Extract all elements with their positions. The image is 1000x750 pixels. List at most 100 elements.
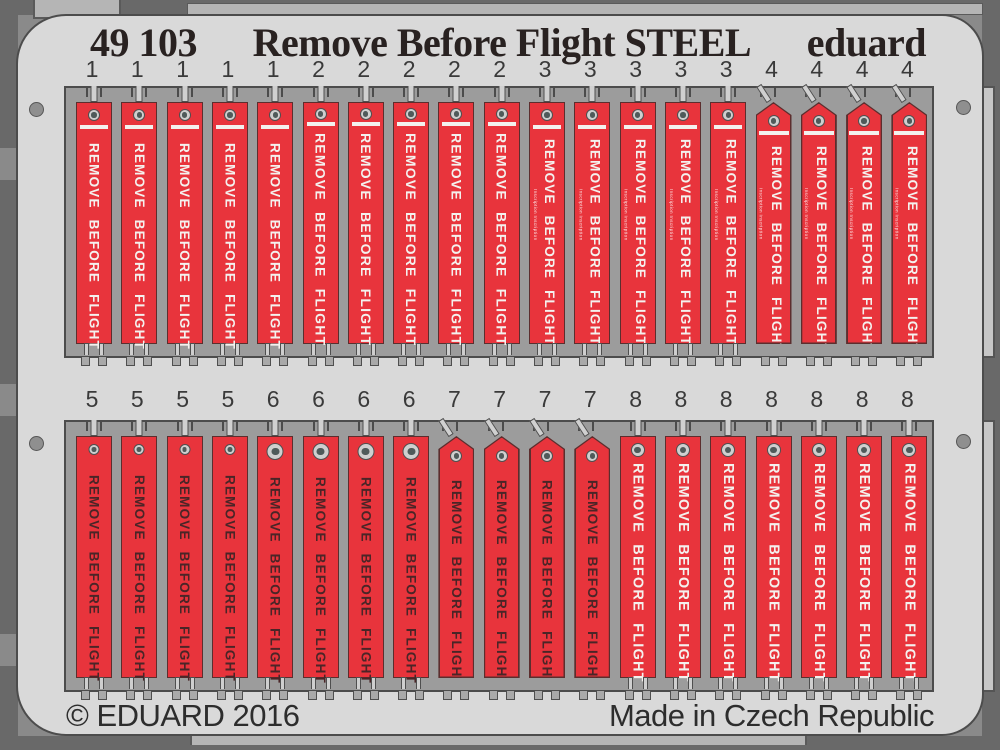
rbf-tag-cell: REMOVE BEFORE FLIGHT [438, 86, 475, 366]
tag-hanger [135, 420, 143, 436]
tag-number: 3 [629, 56, 642, 82]
frame-tooth [579, 691, 589, 700]
attachment-tab [462, 678, 467, 690]
rbf-tag-cell: REMOVE BEFORE FLIGHT [76, 420, 112, 700]
rbf-tag: REMOVE BEFORE FLIGHT [257, 436, 294, 689]
attachment-tab [825, 344, 830, 356]
attachment-tab [853, 344, 858, 356]
attachment-tab [310, 677, 316, 689]
rbf-tag-cell: REMOVE BEFORE FLIGHT [755, 420, 792, 700]
rbf-tag-cell: Inscription Inscription REMOVE BEFORE FLI… [529, 86, 565, 366]
frame-notch [176, 86, 193, 97]
frame-notch [267, 420, 284, 431]
frame-tooth [488, 691, 498, 700]
rbf-tag: REMOVE BEFORE FLIGHT [121, 436, 158, 689]
attachment-tab [733, 343, 739, 355]
tag-stripe [351, 122, 380, 126]
tag-stripe [306, 122, 335, 126]
grommet-icon [357, 443, 375, 460]
frame-notch [312, 86, 329, 97]
rbf-tag: REMOVE BEFORE FLIGHT [257, 102, 294, 355]
tag-text: REMOVE BEFORE FLIGHT [904, 146, 920, 354]
frame-tooth [279, 357, 289, 366]
alignment-hole [956, 434, 971, 449]
frame-notch [765, 420, 782, 431]
rbf-tag: REMOVE BEFORE FLIGHT [393, 436, 430, 689]
frame-tooth [369, 357, 379, 366]
tag-text: REMOVE BEFORE FLIGHT [86, 143, 102, 351]
tag-text: REMOVE BEFORE FLIGHT [267, 477, 283, 685]
rbf-tag-cell: Inscription Inscription REMOVE BEFORE FLI… [800, 83, 837, 366]
frame-tooth [415, 691, 425, 700]
tag-face [530, 437, 564, 677]
rbf-tag: REMOVE BEFORE FLIGHT [800, 436, 837, 689]
micro-text: Inscription Inscription [849, 188, 855, 240]
tag-text: REMOVE BEFORE FLIGHT [448, 133, 465, 347]
frame-tooth [732, 691, 742, 700]
rbf-tag-cell: REMOVE BEFORE FLIGHT [347, 86, 384, 366]
attachment-tab [174, 343, 180, 355]
frame-tooth [913, 357, 923, 366]
tag-number: 2 [493, 56, 507, 82]
header: 49 103 Remove Before Flight STEEL eduard [90, 19, 926, 65]
frame-tooth [913, 691, 923, 700]
rbf-tag-cell: REMOVE BEFORE FLIGHT [211, 86, 248, 366]
tag-text: REMOVE BEFORE FLIGHT [859, 146, 875, 354]
attachment-tab [99, 343, 104, 355]
grommet-icon [88, 444, 100, 455]
tag-hanger [634, 420, 642, 436]
rbf-tag-cell: REMOVE BEFORE FLIGHT [166, 420, 203, 700]
rbf-tag-cell: REMOVE BEFORE FLIGHT [347, 420, 384, 700]
tag-face [757, 103, 790, 343]
attachment-tab [401, 343, 407, 355]
frame-notch [86, 86, 102, 97]
tag-hanger [271, 86, 279, 102]
frame-tooth [398, 357, 408, 366]
tag-number: 1 [176, 56, 189, 82]
tag-hanger [588, 86, 596, 102]
tag-stripe [578, 125, 607, 129]
alignment-hole [29, 436, 44, 451]
attachment-tab [401, 677, 407, 689]
frame-tooth [262, 357, 272, 366]
frame-tooth [851, 691, 861, 700]
frame-tooth [822, 357, 832, 366]
rbf-tag-cell: REMOVE BEFORE FLIGHT [257, 420, 294, 700]
rbf-tag-cell: REMOVE BEFORE FLIGHT [257, 86, 294, 366]
fret-sheet: 49 103 Remove Before Flight STEEL eduard… [16, 14, 984, 736]
rbf-tag: REMOVE BEFORE FLIGHT [483, 102, 520, 355]
frame-tooth [777, 691, 787, 700]
frame-tooth [279, 691, 289, 700]
tag-hanger [679, 420, 687, 436]
tag-stripe [758, 131, 789, 135]
tag-number: 5 [176, 386, 189, 412]
tag-hanger [271, 420, 279, 436]
frame-tooth [868, 357, 878, 366]
frame-tooth [624, 357, 634, 366]
attachment-tab [219, 343, 225, 355]
tag-number: 1 [266, 56, 280, 82]
frame-tooth [777, 357, 787, 366]
attachment-tab [84, 677, 89, 689]
tag-text: REMOVE BEFORE FLIGHT [313, 477, 328, 685]
frame-tooth [596, 691, 606, 700]
attachment-tab [129, 343, 135, 355]
frame-tooth [669, 357, 679, 366]
catalog-number: 49 103 [90, 20, 198, 65]
grommet-icon [812, 115, 825, 127]
micro-text: Inscription Inscription [578, 189, 584, 241]
tag-stripe [668, 125, 697, 129]
tag-text: REMOVE BEFORE FLIGHT [587, 139, 603, 347]
grommet-icon [903, 115, 916, 127]
attachment-tab [778, 677, 784, 689]
tag-number: 5 [85, 386, 99, 412]
tag-hanger [452, 86, 460, 102]
tag-text: REMOVE BEFORE FLIGHT [629, 463, 646, 683]
tag-hanger [860, 420, 868, 436]
grommet-icon [857, 443, 872, 457]
tag-number: 6 [312, 386, 325, 412]
tag-hanger [770, 420, 777, 436]
attachment-tab [280, 677, 286, 689]
frame-tooth [98, 691, 107, 700]
frame-notch [403, 420, 420, 431]
